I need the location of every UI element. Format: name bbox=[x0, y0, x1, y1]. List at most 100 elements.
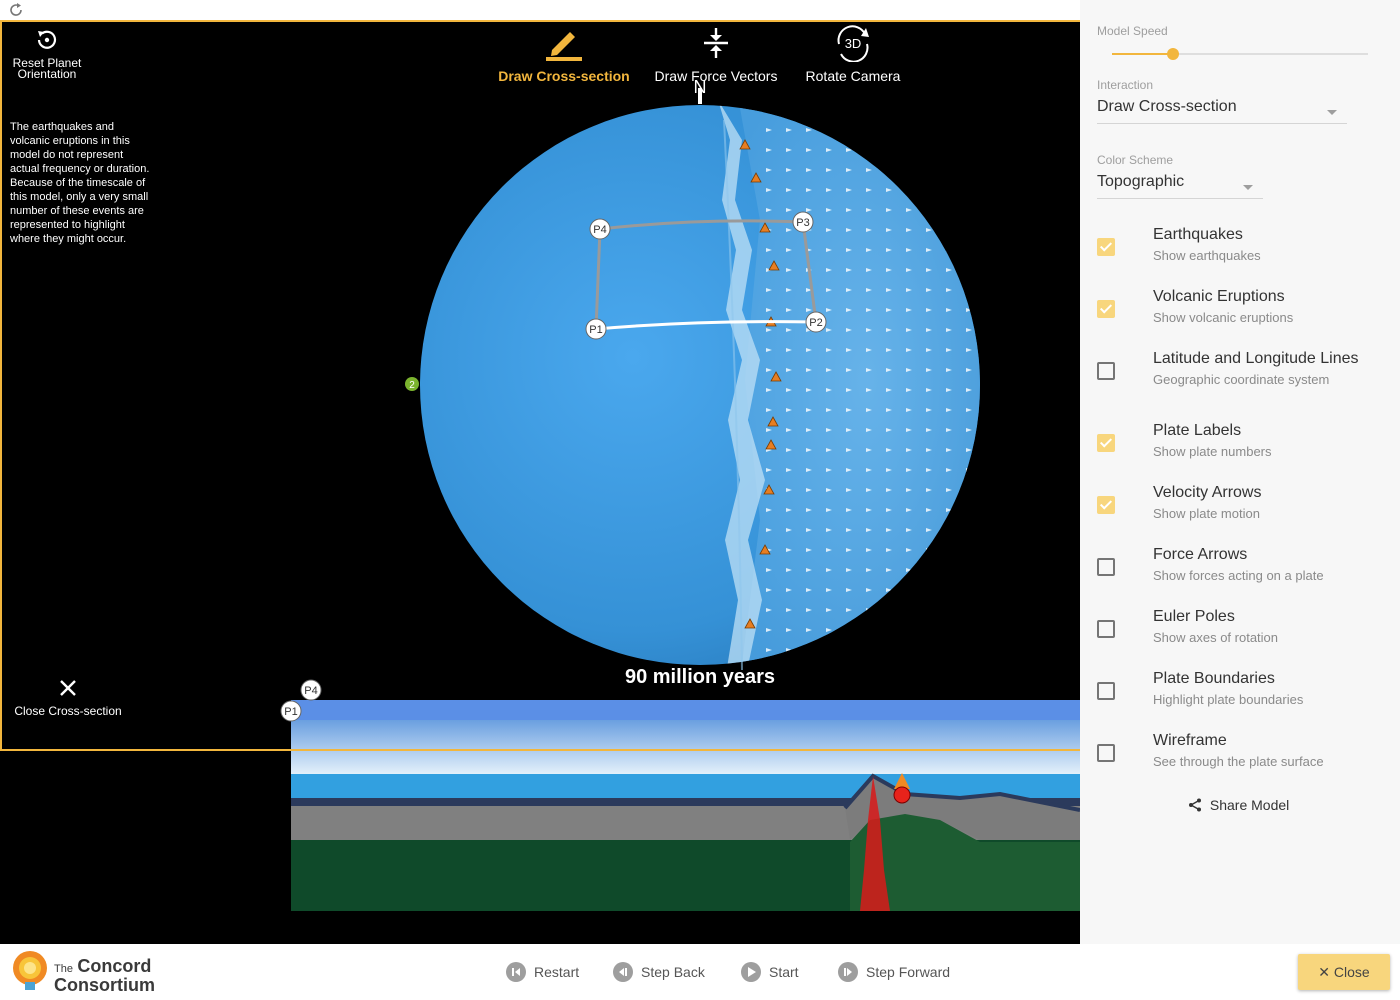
option-title: Earthquakes bbox=[1153, 226, 1243, 243]
step-back-button[interactable]: Step Back bbox=[613, 962, 705, 982]
cross-section-line bbox=[595, 320, 817, 331]
step-back-icon bbox=[613, 962, 633, 982]
logo-line2: Consortium bbox=[54, 975, 155, 995]
option-force-arrows[interactable]: Force Arrows Show forces acting on a pla… bbox=[1097, 546, 1397, 596]
section-point-p1: P1 bbox=[280, 700, 302, 722]
start-label: Start bbox=[769, 964, 799, 980]
close-button[interactable]: ✕ Close bbox=[1298, 954, 1390, 990]
settings-sidebar: Model Speed Interaction Draw Cross-secti… bbox=[1080, 0, 1400, 944]
option-earthquakes[interactable]: Earthquakes Show earthquakes bbox=[1097, 226, 1397, 276]
option-title: Euler Poles bbox=[1153, 608, 1235, 625]
logo-the: The bbox=[54, 963, 73, 975]
concord-consortium-logo: The Concord Consortium bbox=[8, 948, 168, 996]
option-velocity-arrows[interactable]: Velocity Arrows Show plate motion bbox=[1097, 484, 1397, 534]
close-icon bbox=[60, 680, 76, 696]
tool-draw-cross-section[interactable]: Draw Cross-section bbox=[493, 24, 635, 84]
slider-fill bbox=[1112, 53, 1174, 55]
plate-boundaries-checkbox[interactable] bbox=[1097, 682, 1115, 700]
tool-draw-force-vectors[interactable]: Draw Force Vectors bbox=[648, 24, 784, 84]
option-plate-boundaries[interactable]: Plate Boundaries Highlight plate boundar… bbox=[1097, 670, 1397, 720]
earthquakes-checkbox[interactable] bbox=[1097, 238, 1115, 256]
option-euler-poles[interactable]: Euler Poles Show axes of rotation bbox=[1097, 608, 1397, 658]
slider-thumb[interactable] bbox=[1167, 48, 1180, 60]
tool-label: Draw Cross-section bbox=[498, 68, 630, 84]
color-scheme-select[interactable]: Topographic bbox=[1097, 173, 1263, 199]
svg-text:3D: 3D bbox=[845, 36, 862, 51]
option-subtitle: Show volcanic eruptions bbox=[1153, 310, 1294, 325]
velocity-arrows bbox=[760, 105, 980, 665]
chevron-down-icon bbox=[1243, 185, 1253, 190]
option-title: Latitude and Longitude Lines bbox=[1153, 350, 1359, 367]
bottom-toolbar: The Concord Consortium Restart Step Back… bbox=[0, 944, 1400, 1000]
lightbulb-logo-icon bbox=[13, 951, 47, 990]
cross-section-outline bbox=[594, 219, 818, 330]
step-forward-button[interactable]: Step Forward bbox=[838, 962, 950, 982]
section-point-p4: P4 bbox=[300, 679, 322, 701]
volcanic-eruptions-checkbox[interactable] bbox=[1097, 300, 1115, 318]
restart-button[interactable]: Restart bbox=[506, 962, 579, 982]
share-model-button[interactable]: Share Model bbox=[1188, 797, 1289, 813]
share-model-label: Share Model bbox=[1209, 797, 1290, 813]
step-forward-icon bbox=[838, 962, 858, 982]
option-wireframe[interactable]: Wireframe See through the plate surface bbox=[1097, 732, 1397, 782]
option-plate-labels[interactable]: Plate Labels Show plate numbers bbox=[1097, 422, 1397, 472]
interaction-value: Draw Cross-section bbox=[1097, 98, 1237, 115]
tool-rotate-camera[interactable]: 3D Rotate Camera bbox=[798, 24, 908, 84]
force-arrows-checkbox[interactable] bbox=[1097, 558, 1115, 576]
wireframe-checkbox[interactable] bbox=[1097, 744, 1115, 762]
option-title: Wireframe bbox=[1153, 732, 1227, 749]
model-speed-slider[interactable] bbox=[1112, 44, 1368, 64]
velocity-arrows-checkbox[interactable] bbox=[1097, 496, 1115, 514]
lat-long-checkbox[interactable] bbox=[1097, 362, 1115, 380]
chevron-down-icon bbox=[1327, 110, 1337, 115]
point-p4[interactable]: P4 bbox=[589, 218, 611, 240]
magma-plume bbox=[860, 776, 890, 911]
color-scheme-label: Color Scheme bbox=[1097, 153, 1174, 167]
option-subtitle: Show axes of rotation bbox=[1153, 630, 1279, 645]
option-subtitle: Show earthquakes bbox=[1153, 248, 1261, 263]
point-p2[interactable]: P2 bbox=[805, 311, 827, 333]
browser-topbar bbox=[0, 0, 1080, 20]
play-icon bbox=[741, 962, 761, 982]
point-p3[interactable]: P3 bbox=[792, 211, 814, 233]
option-volcanic-eruptions[interactable]: Volcanic Eruptions Show volcanic eruptio… bbox=[1097, 288, 1397, 338]
euler-poles-checkbox[interactable] bbox=[1097, 620, 1115, 638]
plate-labels-checkbox[interactable] bbox=[1097, 434, 1115, 452]
svg-text:2: 2 bbox=[409, 380, 415, 391]
start-button[interactable]: Start bbox=[741, 962, 799, 982]
rotate-3d-icon: 3D bbox=[837, 25, 869, 62]
option-subtitle: Show plate numbers bbox=[1153, 444, 1272, 459]
logo-line1: Concord bbox=[77, 956, 152, 976]
svg-text:P2: P2 bbox=[809, 317, 822, 329]
reset-orientation-button[interactable]: Reset Planet Orientation bbox=[6, 26, 88, 80]
option-title: Plate Boundaries bbox=[1153, 670, 1275, 687]
option-subtitle: Show forces acting on a plate bbox=[1153, 568, 1324, 583]
color-scheme-value: Topographic bbox=[1097, 173, 1185, 190]
point-p1[interactable]: P1 bbox=[585, 318, 607, 340]
close-cross-section-button[interactable]: Close Cross-section bbox=[8, 678, 128, 718]
interaction-select[interactable]: Draw Cross-section bbox=[1097, 98, 1347, 124]
option-subtitle: Highlight plate boundaries bbox=[1153, 692, 1304, 707]
option-title: Volcanic Eruptions bbox=[1153, 288, 1285, 305]
globe-scene[interactable]: N P1 P2 P3 P4 2 bbox=[0, 20, 1080, 944]
north-label: N bbox=[694, 77, 707, 97]
tool-label: Draw Force Vectors bbox=[654, 68, 778, 84]
svg-text:P1: P1 bbox=[589, 324, 602, 336]
checkmark-icon bbox=[1099, 239, 1113, 252]
option-subtitle: Show plate motion bbox=[1153, 506, 1260, 521]
reload-icon[interactable] bbox=[8, 2, 24, 18]
slider-track bbox=[1112, 53, 1368, 55]
svg-text:P1: P1 bbox=[284, 706, 297, 718]
option-subtitle: Geographic coordinate system bbox=[1153, 372, 1330, 387]
checkmark-icon bbox=[1099, 301, 1113, 314]
close-cross-section-label: Close Cross-section bbox=[14, 704, 122, 718]
plate-label-2: 2 bbox=[405, 377, 419, 391]
restart-label: Restart bbox=[534, 964, 580, 980]
option-title: Force Arrows bbox=[1153, 546, 1248, 563]
ridge-zone bbox=[718, 105, 765, 665]
step-back-label: Step Back bbox=[641, 964, 705, 980]
option-lat-long-lines[interactable]: Latitude and Longitude Lines Geographic … bbox=[1097, 350, 1397, 400]
interaction-label: Interaction bbox=[1097, 78, 1154, 92]
close-icon: ✕ bbox=[1318, 964, 1331, 980]
model-viewport[interactable]: N P1 P2 P3 P4 2 bbox=[0, 20, 1080, 944]
